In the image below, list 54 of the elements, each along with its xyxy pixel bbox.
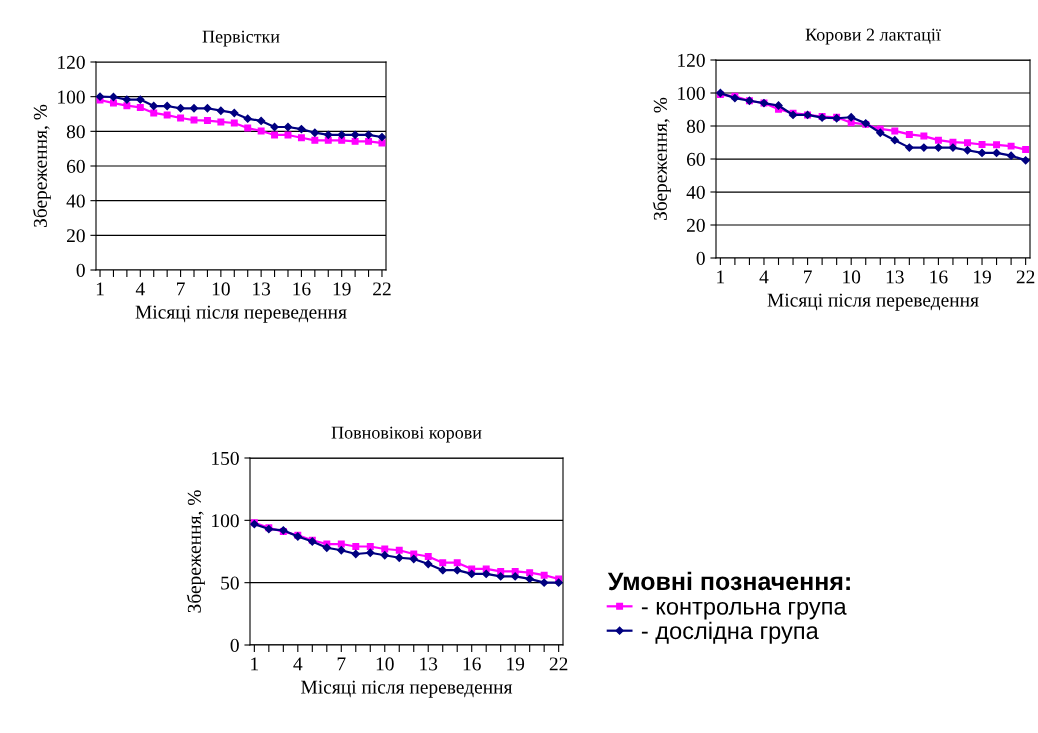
- x-tick-label: 13: [253, 282, 271, 296]
- y-tick-label: 0: [696, 251, 705, 265]
- y-tick-label: 50: [221, 576, 239, 590]
- y-tick-label: 60: [686, 152, 705, 166]
- x-tick-label: 13: [420, 657, 438, 671]
- chart-title: Корови 2 лактації: [805, 28, 941, 45]
- y-tick-label: 0: [76, 263, 85, 277]
- y-tick-label: 100: [678, 86, 705, 100]
- y-axis-title: Збереження, %: [186, 490, 205, 613]
- x-axis-title: Місяці після переведення: [767, 293, 979, 311]
- y-tick-label: 120: [678, 53, 705, 67]
- x-tick-label: 4: [759, 270, 769, 284]
- x-tick-label: 19: [974, 270, 991, 284]
- x-tick-label: 1: [717, 270, 725, 284]
- y-tick-label: 20: [66, 229, 85, 243]
- y-tick-label: 40: [66, 194, 85, 208]
- y-tick-label: 20: [686, 218, 705, 232]
- x-tick-label: 19: [507, 657, 525, 671]
- x-tick-label: 1: [96, 282, 104, 296]
- x-tick-label: 10: [376, 657, 394, 671]
- y-tick-label: 150: [212, 451, 239, 465]
- x-axis-title: Місяці після переведення: [301, 680, 513, 698]
- y-tick-label: 60: [66, 159, 85, 173]
- y-axis-title: Збереження, %: [32, 104, 51, 227]
- x-tick-label: 22: [1016, 270, 1035, 284]
- x-tick-label: 4: [135, 282, 145, 296]
- x-tick-label: 4: [293, 657, 303, 671]
- y-tick-label: 40: [686, 185, 705, 199]
- y-tick-label: 80: [686, 119, 705, 133]
- y-tick-label: 100: [212, 514, 239, 528]
- x-tick-label: 10: [212, 282, 230, 296]
- y-axis-title: Збереження, %: [652, 97, 671, 220]
- x-tick-label: 7: [337, 657, 346, 671]
- y-tick-label: 120: [58, 55, 85, 69]
- chart-title: Повновікові корови: [331, 426, 482, 443]
- y-tick-label: 80: [66, 125, 85, 139]
- y-tick-label: 0: [230, 638, 239, 652]
- legend-label: - дослідна група: [641, 621, 819, 644]
- x-tick-label: 7: [804, 270, 812, 284]
- x-tick-label: 1: [251, 657, 259, 671]
- x-tick-label: 19: [333, 282, 351, 296]
- x-tick-label: 13: [886, 270, 904, 284]
- x-tick-label: 22: [549, 657, 568, 671]
- x-tick-label: 10: [843, 270, 861, 284]
- chart-title: Первістки: [202, 30, 280, 47]
- x-tick-label: 16: [930, 270, 948, 284]
- x-tick-label: 7: [177, 282, 185, 296]
- x-tick-label: 22: [373, 282, 391, 296]
- y-tick-label: 100: [58, 90, 85, 104]
- legend-title: Умовні позначення:: [607, 571, 850, 591]
- legend-label: - контрольна група: [641, 601, 847, 620]
- x-axis-title: Місяці після переведення: [135, 305, 347, 323]
- x-tick-label: 16: [293, 282, 311, 296]
- x-tick-label: 16: [463, 657, 481, 671]
